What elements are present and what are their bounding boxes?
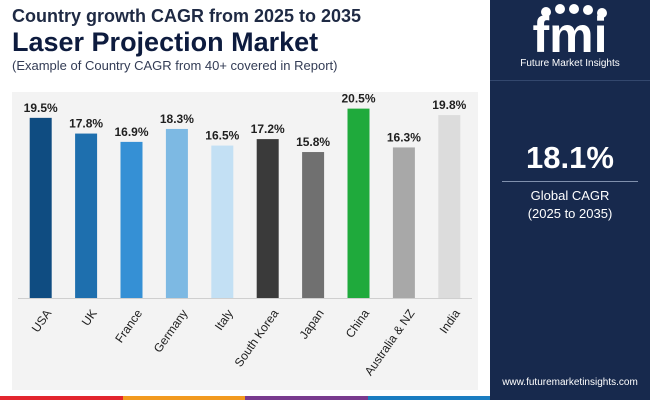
footer-segment-purple [245,396,368,400]
bar-japan [302,152,325,298]
chart-title: Laser Projection Market [12,27,319,57]
panel-divider [490,80,650,81]
x-tick-label: Italy [212,307,236,333]
data-label: 17.2% [251,122,285,136]
metric-divider [502,181,638,182]
logo-dot-3 [569,4,579,14]
bar-china [347,108,370,298]
bar-chart-svg: 19.5% USA 17.8% UK 16.9% France 18.3% Germany 16… [18,92,472,378]
fmi-logo-icon: fmi [533,4,608,58]
x-tick-label: India [437,306,464,336]
bar-france [120,141,143,298]
footer-segment-orange [122,396,245,400]
data-label: 15.8% [296,135,330,149]
bar-chart: 19.5% USA 17.8% UK 16.9% France 18.3% Germany 16… [12,92,478,390]
data-label: 20.5% [341,92,375,106]
logo-dot-5 [597,8,607,18]
bar-south-korea [256,139,279,298]
bar-australia-nz [392,147,415,298]
footer-color-bar [0,396,490,400]
data-label: 16.5% [205,129,239,143]
logo-dot-2 [555,4,565,14]
x-tick-label: UK [79,307,100,329]
footer-segment-blue [367,396,490,400]
bar-usa [29,117,52,298]
x-tick-label: Japan [297,307,327,342]
global-cagr-label: Global CAGR [530,188,610,203]
bar-india [438,115,461,298]
brand-logo: fmi Future Market Insights [490,0,650,80]
logo-dot-4 [583,5,593,15]
data-label: 16.3% [387,130,421,144]
brand-name: Future Market Insights [520,58,620,69]
logo-dot-1 [541,7,551,17]
chart-subtitle: (Example of Country CAGR from 40+ covere… [12,58,338,73]
x-tick-label: Germany [151,307,191,355]
data-label: 17.8% [69,117,103,131]
x-tick-label: France [112,306,145,345]
data-label: 16.9% [114,125,148,139]
x-tick-label: South Korea [232,306,282,369]
data-label: 19.8% [432,98,466,112]
bar-italy [211,145,234,298]
bar-germany [165,128,188,298]
global-cagr-period: (2025 to 2035) [527,206,613,221]
header: Country growth CAGR from 2025 to 2035 La… [0,0,490,80]
x-tick-label: China [343,306,373,340]
x-tick-label: USA [29,307,55,335]
bar-uk [75,133,98,298]
data-label: 19.5% [24,101,58,115]
website-url: www.futuremarketinsights.com [502,377,638,388]
data-label: 18.3% [160,112,194,126]
chart-supertitle: Country growth CAGR from 2025 to 2035 [12,6,362,26]
global-cagr-value: 18.1% [526,140,614,175]
side-panel: fmi Future Market Insights 18.1% Global … [490,0,650,400]
footer-segment-red [0,396,123,400]
